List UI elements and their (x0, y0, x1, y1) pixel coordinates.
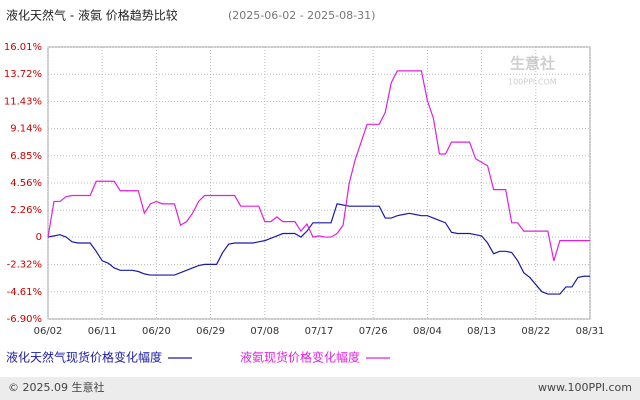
footer-right: www.100PPI.com (538, 381, 632, 394)
y-tick-label: -6.90% (7, 314, 42, 325)
y-tick-label: 13.72% (4, 69, 42, 80)
x-tick-label: 07/08 (250, 326, 279, 337)
x-tick-label: 06/20 (142, 326, 171, 337)
x-tick-label: 07/26 (359, 326, 388, 337)
legend-label: 液化天然气现货价格变化幅度 (6, 350, 162, 365)
y-tick-label: 0 (36, 232, 42, 243)
y-tick-label: 16.01% (4, 42, 42, 53)
x-tick-label: 08/04 (413, 326, 442, 337)
x-tick-label: 08/31 (576, 326, 605, 337)
chart-title: 液化天然气 - 液氨 价格趋势比较 (6, 8, 178, 23)
watermark-url: 100PPI.COM (508, 78, 557, 87)
x-tick-label: 07/17 (305, 326, 334, 337)
x-tick-label: 06/11 (88, 326, 117, 337)
y-tick-label: 4.56% (10, 178, 42, 189)
x-tick-label: 06/29 (196, 326, 225, 337)
y-tick-label: 11.43% (4, 96, 42, 107)
chart-subtitle: (2025-06-02 - 2025-08-31) (228, 9, 375, 22)
y-tick-label: 9.14% (10, 124, 42, 135)
series-line (47, 203, 590, 295)
footer-bar (0, 377, 640, 400)
watermark: 生意社 (510, 55, 555, 73)
x-tick-label: 08/13 (467, 326, 496, 337)
legend-label: 液氨现货价格变化幅度 (240, 350, 360, 365)
x-tick-label: 06/02 (34, 326, 63, 337)
y-tick-label: 6.85% (10, 151, 42, 162)
x-tick-label: 08/22 (521, 326, 550, 337)
series-line (47, 70, 590, 261)
footer-left: © 2025.09 生意社 (8, 380, 104, 394)
y-tick-label: -2.32% (7, 260, 42, 271)
y-tick-label: 2.26% (10, 205, 42, 216)
y-tick-label: -4.61% (7, 287, 42, 298)
